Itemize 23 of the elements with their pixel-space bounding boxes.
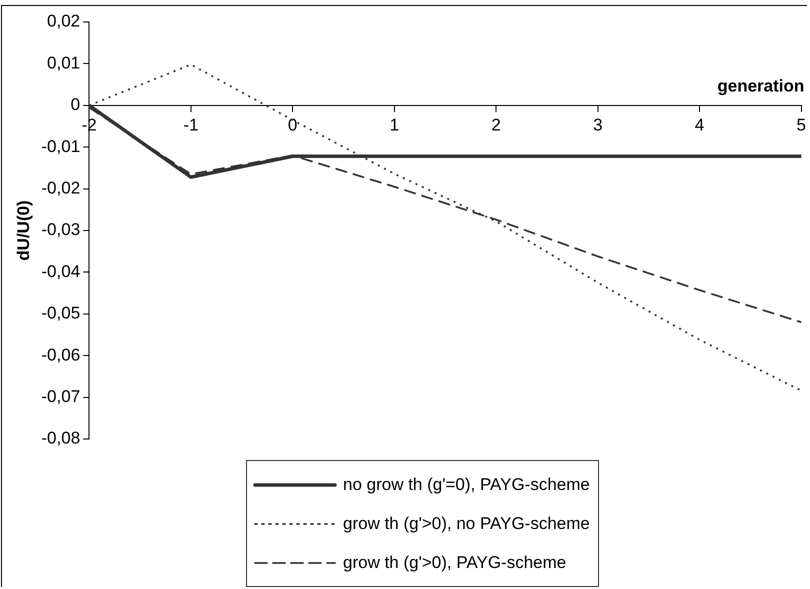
x-tick-label: 4 (694, 115, 704, 134)
y-tick-label: -0,06 (41, 345, 80, 364)
x-tick-label: 2 (491, 115, 501, 134)
y-tick-label: -0,03 (41, 220, 80, 240)
legend-label: grow th (g'>0), no PAYG-scheme (343, 514, 590, 534)
y-tick-label: -0,07 (41, 386, 80, 406)
y-tick-label: 0,01 (47, 53, 80, 72)
y-tick-label: -0,04 (41, 262, 80, 281)
x-tick-label: 1 (390, 115, 400, 134)
x-tick-label: 5 (796, 115, 806, 134)
x-axis-title: generation (717, 76, 804, 96)
y-tick-label: 0,02 (47, 12, 80, 31)
x-tick-label: 0 (288, 115, 298, 134)
y-tick-label: -0,08 (41, 428, 80, 448)
y-tick-label: -0,02 (41, 178, 80, 198)
y-axis-title: dU/U(0) (14, 200, 33, 261)
legend-label: grow th (g'>0), PAYG-scheme (343, 552, 566, 572)
y-tick-label: -0,01 (41, 136, 80, 156)
y-tick-label: -0,05 (41, 304, 80, 323)
legend-label: no grow th (g'=0), PAYG-scheme (343, 474, 590, 494)
y-tick-label: 0 (70, 95, 80, 114)
x-tick-label: 3 (593, 115, 603, 134)
x-tick-label: -1 (183, 115, 198, 134)
